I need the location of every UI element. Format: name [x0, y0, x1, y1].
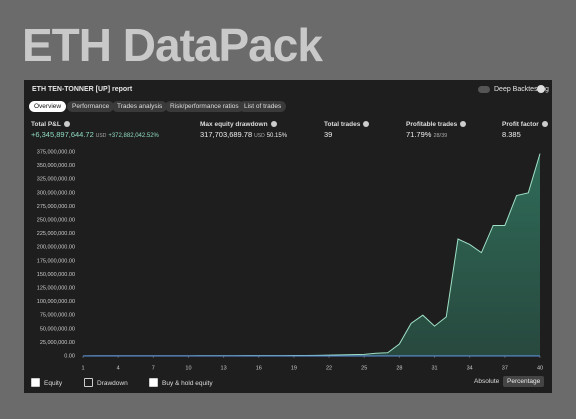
y-tick-label: 350,000,000.00 — [37, 163, 75, 169]
tab[interactable]: Overview — [29, 101, 67, 112]
legend-label: Buy & hold equity — [162, 380, 213, 387]
info-icon — [541, 121, 548, 127]
legend-item[interactable]: Equity — [31, 378, 62, 387]
report-title[interactable]: ETH TEN-TONNER [UP] report — [32, 86, 133, 93]
tab[interactable]: Performance — [67, 101, 115, 112]
x-tick-label: 40 — [537, 365, 543, 371]
tab[interactable]: Trades analysis — [112, 101, 168, 112]
stat-label-text: Profit factor — [502, 121, 539, 128]
page-title: ETH DataPack — [22, 19, 323, 71]
info-icon — [270, 121, 277, 127]
stat-value: 317,703,689.78 USD 50.15% — [200, 130, 287, 139]
x-tick-label: 34 — [467, 365, 473, 371]
stat-value: 8.385 — [502, 130, 521, 139]
area — [83, 153, 540, 356]
y-tick-label: 100,000,000.00 — [37, 299, 75, 305]
x-tick-label: 25 — [361, 365, 367, 371]
y-tick-label: 25,000,000.00 — [40, 340, 75, 346]
stat-label: Profitable trades — [406, 121, 467, 128]
mode-button[interactable]: Absolute — [474, 378, 500, 385]
stat-label: Total trades — [324, 121, 370, 128]
legend-label: Equity — [44, 380, 63, 387]
legend-label: Drawdown — [97, 380, 128, 387]
stat-value: +6,345,897,644.72 USD +372,882,042.52% — [31, 130, 159, 139]
x-tick-label: 16 — [256, 365, 262, 371]
mode-button[interactable]: Percentage — [503, 376, 545, 387]
stat-label: Max equity drawdown — [200, 121, 277, 128]
y-tick-label: 225,000,000.00 — [37, 231, 75, 237]
stat-label-text: Max equity drawdown — [200, 121, 268, 128]
unit: USD — [254, 133, 265, 139]
y-tick-label: 200,000,000.00 — [37, 245, 75, 251]
checkbox[interactable] — [149, 378, 158, 387]
stat-label: Total P&L — [31, 121, 70, 128]
tab[interactable]: Risk/performance ratios — [165, 101, 244, 112]
y-tick-label: 75,000,000.00 — [40, 313, 75, 319]
value: 71.79% — [406, 130, 432, 139]
x-tick-label: 4 — [117, 365, 120, 371]
checkbox[interactable] — [31, 378, 40, 387]
report-panel: ETH TEN-TONNER [UP] report Deep Backtest… — [24, 80, 552, 393]
toggle-label: Deep Backtesting — [494, 86, 549, 93]
y-tick-label: 275,000,000.00 — [37, 204, 75, 210]
legend-item[interactable]: Drawdown — [84, 378, 128, 387]
help-icon[interactable] — [537, 85, 545, 93]
checkbox[interactable] — [84, 378, 93, 387]
y-tick-label: 250,000,000.00 — [37, 217, 75, 223]
x-tick-label: 22 — [326, 365, 332, 371]
x-tick-label: 10 — [185, 365, 191, 371]
value: 317,703,689.78 — [200, 130, 253, 139]
y-tick-label: 0.00 — [64, 353, 75, 359]
legend-item[interactable]: Buy & hold equity — [149, 378, 213, 387]
stat-label: Profit factor — [502, 121, 548, 128]
tab[interactable]: List of trades — [239, 101, 287, 112]
x-tick-label: 7 — [152, 365, 155, 371]
toggle[interactable] — [478, 86, 490, 93]
y-tick-label: 150,000,000.00 — [37, 272, 75, 278]
y-tick-label: 50,000,000.00 — [40, 326, 75, 332]
info-icon — [63, 121, 70, 127]
stat-label-text: Total trades — [324, 121, 361, 128]
stat-label-text: Total P&L — [31, 121, 61, 128]
y-tick-label: 175,000,000.00 — [37, 258, 75, 264]
x-tick-label: 13 — [221, 365, 227, 371]
y-tick-label: 300,000,000.00 — [37, 190, 75, 196]
stat-label-text: Profitable trades — [406, 121, 458, 128]
stat-value: 71.79% 28/39 — [406, 130, 449, 139]
y-tick-label: 375,000,000.00 — [37, 149, 75, 155]
unit: USD — [95, 133, 107, 139]
info-icon — [460, 121, 467, 127]
y-tick-label: 325,000,000.00 — [37, 177, 75, 183]
percent: +372,882,042.52% — [108, 133, 159, 139]
percent: 50.15% — [266, 133, 288, 139]
chart: 0.00 25,000,000.00 50,000,000.00 75,000,000… — [37, 149, 543, 371]
x-tick-label: 1 — [81, 365, 84, 371]
ratio: 28/39 — [433, 133, 448, 139]
value: +6,345,897,644.72 — [31, 130, 94, 139]
x-tick-label: 37 — [502, 365, 508, 371]
info-icon — [363, 121, 370, 127]
x-tick-label: 31 — [431, 365, 437, 371]
y-tick-label: 125,000,000.00 — [37, 285, 75, 291]
x-tick-label: 28 — [396, 365, 402, 371]
x-tick-label: 19 — [291, 365, 297, 371]
stat-value: 39 — [324, 130, 333, 139]
